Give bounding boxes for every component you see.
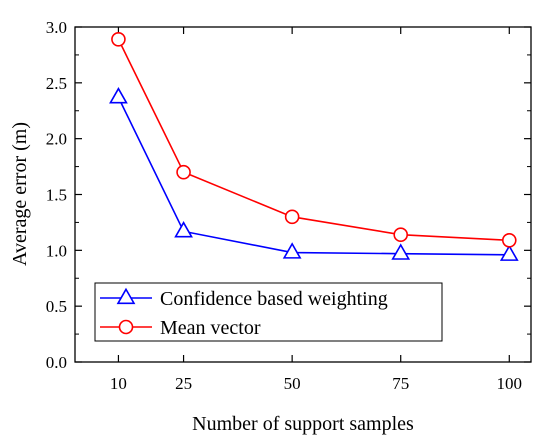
- y-tick-label: 0.0: [46, 353, 67, 372]
- legend-box: [94, 282, 443, 342]
- data-point-circle: [111, 31, 126, 47]
- series-line: [117, 38, 510, 242]
- x-axis-ticks: 10 25 50 75 100: [110, 27, 522, 393]
- series-circle: [111, 31, 517, 248]
- data-point-circle: [501, 232, 517, 248]
- legend-items: Confidence based weighting Mean vector: [100, 287, 388, 339]
- x-tick-label: 50: [284, 374, 301, 393]
- y-tick-label: 2.0: [46, 130, 67, 149]
- series-triangle: [109, 87, 519, 261]
- series-layer: [109, 31, 519, 261]
- legend: Confidence based weighting Mean vector: [94, 282, 443, 342]
- data-point-circle: [118, 319, 134, 335]
- legend-label: Mean vector: [160, 317, 261, 339]
- data-point-triangle: [109, 87, 128, 104]
- data-point-circle: [176, 164, 191, 180]
- data-point-triangle: [282, 242, 302, 259]
- data-point-triangle: [116, 287, 136, 305]
- data-point-triangle: [499, 244, 519, 261]
- data-point-circle: [284, 209, 300, 225]
- y-axis-ticks: 0.0 0.5 1.0 1.5 2.0 2.5 3.0: [46, 18, 531, 372]
- y-tick-label: 3.0: [46, 18, 67, 37]
- x-axis-label: Number of support samples: [192, 413, 414, 435]
- x-tick-label: 10: [110, 374, 127, 393]
- series-line: [117, 97, 510, 256]
- legend-item: Confidence based weighting: [100, 287, 388, 310]
- x-tick-label: 75: [392, 374, 409, 393]
- data-point-triangle: [174, 221, 193, 238]
- y-axis-label: Average error (m): [9, 122, 31, 266]
- y-tick-label: 1.5: [46, 186, 67, 205]
- legend-item: Mean vector: [100, 317, 261, 339]
- data-point-circle: [393, 227, 409, 242]
- y-tick-label: 0.5: [46, 297, 67, 316]
- y-tick-label: 1.0: [46, 241, 67, 260]
- x-tick-label: 25: [175, 374, 192, 393]
- data-point-triangle: [391, 243, 411, 260]
- legend-label: Confidence based weighting: [160, 288, 388, 310]
- y-tick-label: 2.5: [46, 74, 67, 93]
- x-tick-label: 100: [497, 374, 523, 393]
